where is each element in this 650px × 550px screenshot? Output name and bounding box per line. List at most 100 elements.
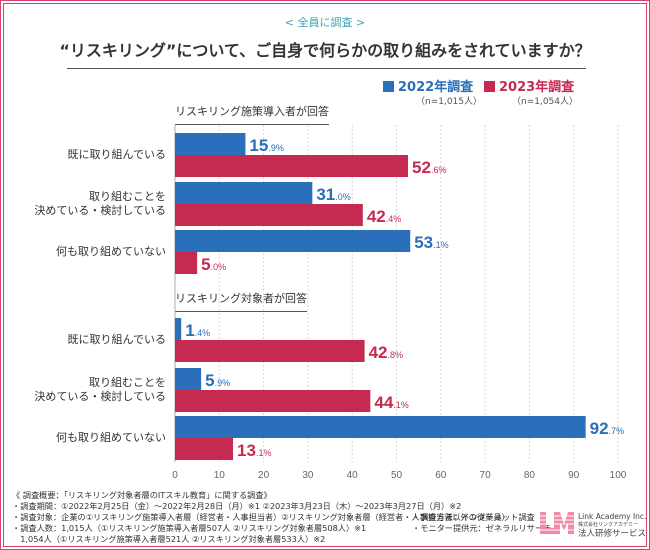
logo-kana: 株式会社リンクアカデミー — [578, 522, 639, 528]
data-label: 15.9% — [249, 136, 283, 155]
data-label-integer: 42 — [369, 343, 388, 362]
x-tick-label: 90 — [568, 470, 580, 481]
x-tick-label: 0 — [172, 470, 178, 481]
data-label-integer: 92 — [590, 419, 609, 438]
note-line: 1,054人（①リスキリング施策導入者層521人 ②リスキリング対象者層533人… — [12, 534, 326, 544]
legend-item-2023: 2023年調査 — [484, 76, 574, 95]
title-divider — [67, 68, 586, 69]
bar-2022 — [175, 230, 411, 252]
data-label-integer: 42 — [367, 207, 386, 226]
bar-2023 — [175, 390, 371, 412]
category-label: 何も取り組めていない — [56, 245, 166, 259]
data-label-decimal: .9% — [215, 378, 231, 388]
data-label-decimal: .6% — [431, 165, 447, 175]
bar-2022 — [175, 133, 246, 155]
section-label-targets: リスキリング対象者が回答 — [175, 290, 307, 312]
bar-2022 — [175, 416, 586, 438]
data-label-decimal: .4% — [386, 214, 402, 224]
bar-2023 — [175, 204, 363, 226]
logo-text: Link Academy Inc. 株式会社リンクアカデミー 法人研修サービス — [578, 512, 646, 539]
data-label-integer: 52 — [412, 158, 431, 177]
legend-n-2023: （n=1,054人） — [512, 97, 579, 107]
data-label: 42.8% — [369, 343, 403, 362]
section-label-implementers: リスキリング施策導入者が回答 — [175, 103, 329, 125]
survey-scope-subtitle: < 全員に調査 > — [284, 16, 366, 29]
category-label: 何も取り組めていない — [56, 431, 166, 445]
category-label-line: 何も取り組めていない — [56, 245, 166, 258]
legend-n-2022: （n=1,015人） — [416, 97, 483, 107]
note-line: ・調査期間：①2022年2月25日（金）～2022年2月28日（月）※1 ②20… — [12, 501, 462, 511]
x-tick-label: 70 — [480, 470, 492, 481]
data-label-integer: 15 — [249, 136, 268, 155]
inner-frame — [3, 3, 647, 547]
x-tick-label: 30 — [302, 470, 314, 481]
note-line: 《 調査概要：「リスキリング対象者層のITスキル教育」に関する調査》 — [12, 490, 272, 500]
logo-service: 法人研修サービス — [578, 529, 647, 539]
note-line: ・調査対象：企業の①リスキリング施策導入者層（経営者・人事担当者）②リスキリング… — [12, 512, 510, 522]
data-label: 1.4% — [185, 321, 210, 340]
chart-title: “リスキリング”について、ご自身で何らかの取り組みをされていますか？ — [59, 41, 591, 60]
data-label: 13.1% — [237, 441, 271, 460]
category-label: 取り組むことを 決めている・検討している — [34, 376, 166, 404]
data-label: 5.0% — [201, 255, 226, 274]
data-label: 53.1% — [414, 233, 448, 252]
data-label: 5.9% — [205, 371, 230, 390]
legend-label-2023: 2023年調査 — [499, 80, 575, 95]
x-tick-label: 50 — [391, 470, 403, 481]
bar-2023 — [175, 438, 234, 460]
data-label: 92.7% — [590, 419, 624, 438]
data-label-decimal: .0% — [335, 192, 351, 202]
data-label-decimal: .7% — [609, 426, 625, 436]
legend-item-2022: 2022年調査 — [383, 76, 473, 95]
data-label-decimal: .8% — [388, 350, 404, 360]
data-label-integer: 1 — [185, 321, 194, 340]
category-label: 既に取り組んでいる — [68, 148, 166, 162]
bar-2023 — [175, 252, 198, 274]
note-line: ・モニター提供元：ゼネラルリサーチ — [412, 523, 552, 533]
x-tick-label: 20 — [258, 470, 270, 481]
bar-2023 — [175, 155, 409, 177]
logo-company: Link Academy Inc. — [578, 512, 647, 521]
category-label-line: 決めている・検討している — [34, 204, 166, 217]
data-label-integer: 53 — [414, 233, 433, 252]
bar-2022 — [175, 318, 182, 340]
data-label-decimal: .4% — [195, 328, 211, 338]
data-label-decimal: .0% — [211, 262, 227, 272]
data-label-integer: 31 — [316, 185, 335, 204]
category-label-line: 既に取り組んでいる — [67, 333, 166, 346]
data-label: 44.1% — [374, 393, 408, 412]
x-tick-label: 80 — [524, 470, 536, 481]
bar-2023 — [175, 340, 365, 362]
data-label-integer: 5 — [201, 255, 210, 274]
data-label-integer: 5 — [205, 371, 214, 390]
note-line: ・調査方法：インターネット調査 — [412, 512, 535, 522]
data-label-decimal: .1% — [256, 448, 272, 458]
bar-2022 — [175, 368, 202, 390]
legend-swatch-2022 — [383, 81, 394, 92]
data-label-decimal: .9% — [268, 143, 284, 153]
survey-notes: 《 調査概要：「リスキリング対象者層のITスキル教育」に関する調査》 ・調査期間… — [12, 490, 510, 545]
data-label: 31.0% — [316, 185, 350, 204]
data-label: 42.4% — [367, 207, 401, 226]
bar-2022 — [175, 182, 313, 204]
category-label-line: 決めている・検討している — [34, 390, 166, 403]
data-label-integer: 13 — [237, 441, 256, 460]
category-label-line: 取り組むことを — [89, 376, 166, 389]
category-label-line: 取り組むことを — [89, 190, 166, 203]
data-label: 52.6% — [412, 158, 446, 177]
note-line: ・調査人数：1,015人（①リスキリング施策導入者層507人 ②リスキリング対象… — [12, 523, 367, 533]
link-academy-logo-icon — [540, 512, 574, 534]
x-tick-label: 40 — [347, 470, 359, 481]
x-tick-label: 10 — [214, 470, 226, 481]
x-tick-label: 60 — [435, 470, 447, 481]
data-label-decimal: .1% — [393, 400, 409, 410]
legend-swatch-2023 — [484, 81, 495, 92]
category-label: 取り組むことを 決めている・検討している — [34, 190, 166, 218]
survey-notes-right: ・調査方法：インターネット調査 ・モニター提供元：ゼネラルリサーチ — [412, 512, 551, 534]
legend-label-2022: 2022年調査 — [398, 80, 474, 95]
category-label: 既に取り組んでいる — [68, 333, 166, 347]
data-label-integer: 44 — [374, 393, 393, 412]
category-label-line: 何も取り組めていない — [56, 431, 166, 444]
data-label-decimal: .1% — [433, 240, 449, 250]
